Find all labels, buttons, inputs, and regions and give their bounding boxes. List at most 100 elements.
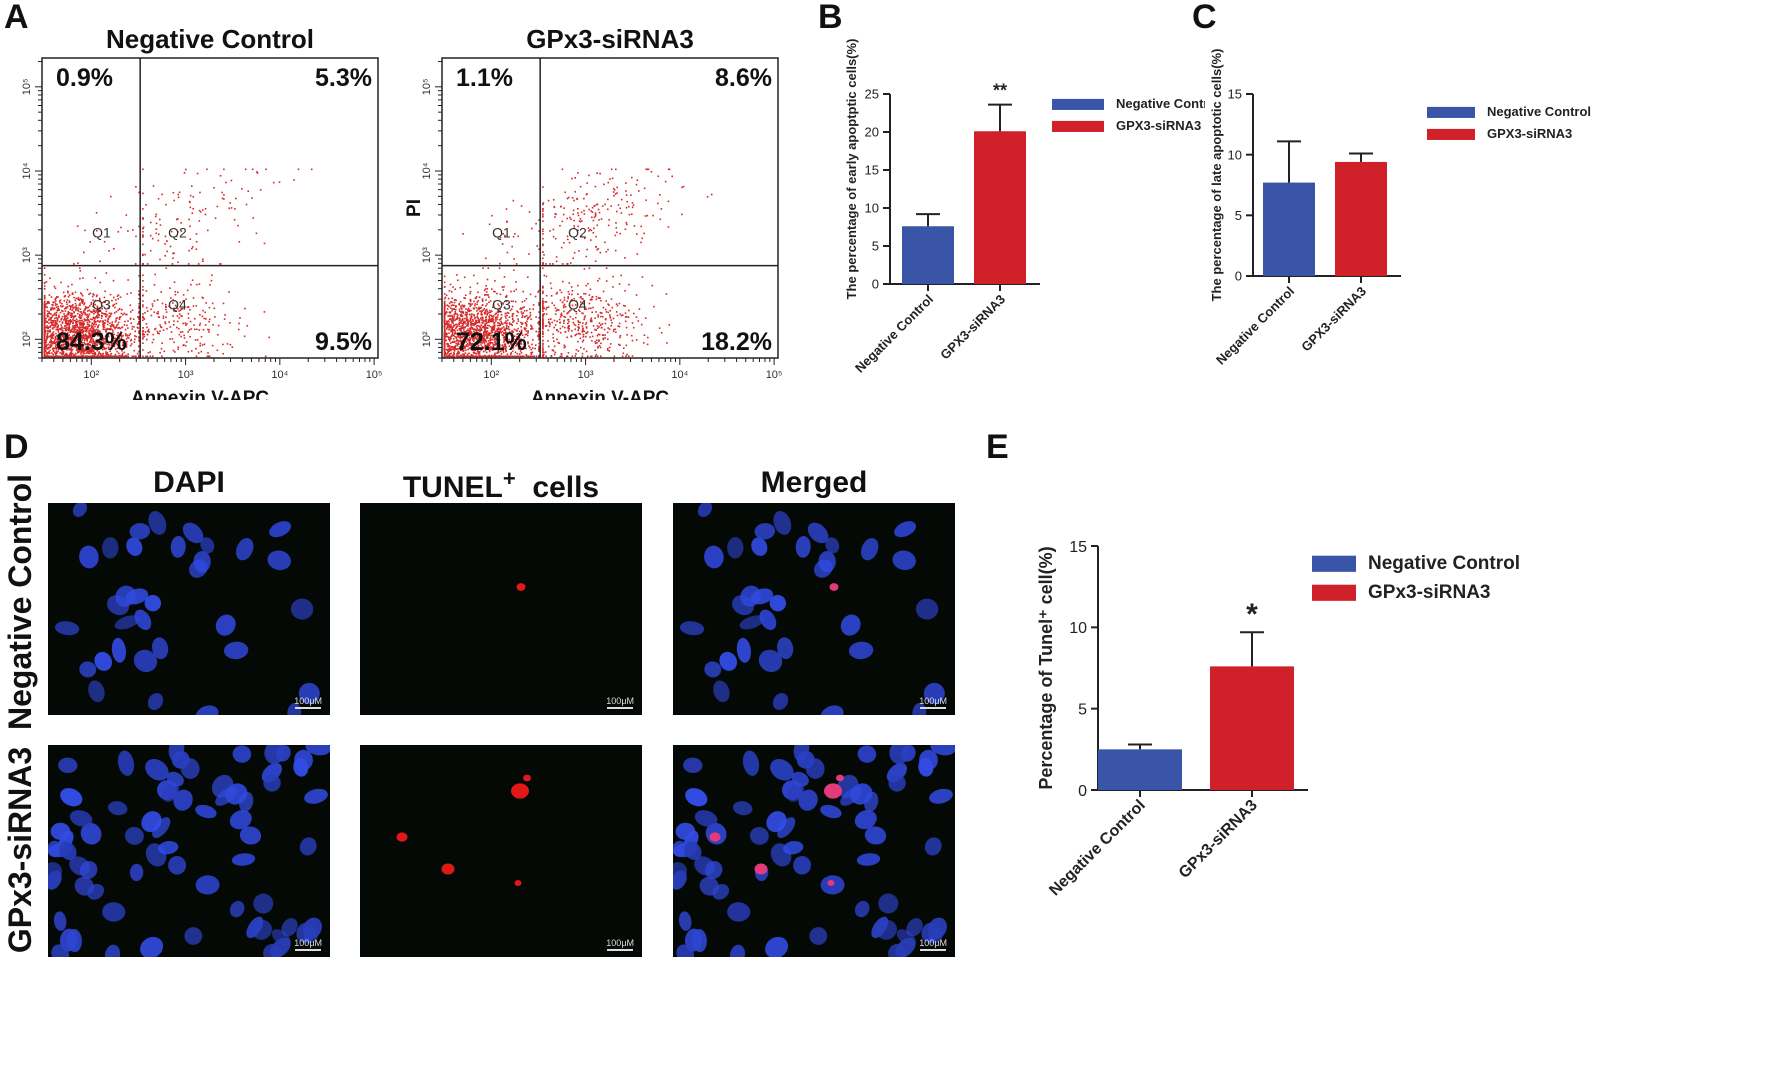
event-dot <box>111 321 114 323</box>
event-dot <box>93 345 96 347</box>
event-dot <box>516 352 519 355</box>
event-dot <box>525 315 528 317</box>
event-dot <box>61 309 63 312</box>
event-dot <box>550 287 553 290</box>
event-dot <box>83 308 86 310</box>
event-dot <box>556 308 559 311</box>
event-dot <box>618 302 621 305</box>
event-dot <box>54 325 57 328</box>
event-dot <box>56 318 59 320</box>
event-dot <box>468 343 471 345</box>
event-dot <box>208 329 210 331</box>
event-dot <box>64 355 67 358</box>
event-dot <box>449 311 452 313</box>
event-dot <box>468 352 470 355</box>
event-dot <box>122 343 125 345</box>
event-dot <box>462 335 465 338</box>
event-dot <box>48 319 50 321</box>
event-dot <box>190 328 193 330</box>
event-dot <box>447 326 449 329</box>
event-dot <box>538 301 540 304</box>
event-dot <box>70 350 73 352</box>
event-dot <box>460 327 462 330</box>
event-dot <box>462 323 465 326</box>
event-dot <box>57 326 59 328</box>
event-dot <box>505 355 507 358</box>
event-dot <box>501 322 503 325</box>
event-dot <box>487 320 490 322</box>
event-dot <box>454 333 456 335</box>
event-dot <box>596 334 599 337</box>
event-dot <box>468 302 470 305</box>
event-dot <box>450 307 452 309</box>
event-dot <box>502 351 505 354</box>
event-dot <box>585 321 588 324</box>
event-dot <box>489 332 491 335</box>
panel-label-b: B <box>818 0 843 36</box>
event-dot <box>65 336 68 339</box>
event-dot <box>57 329 59 332</box>
event-dot <box>460 311 462 313</box>
event-dot <box>68 320 70 323</box>
event-dot <box>75 297 77 300</box>
event-dot <box>173 307 175 310</box>
event-dot <box>71 292 74 294</box>
event-dot <box>577 323 580 326</box>
event-dot <box>457 355 460 358</box>
event-dot <box>50 319 52 322</box>
event-dot <box>123 351 126 354</box>
event-dot <box>125 342 127 345</box>
event-dot <box>71 337 74 339</box>
event-dot <box>189 238 192 240</box>
event-dot <box>459 318 461 320</box>
event-dot <box>465 315 468 317</box>
event-dot <box>85 334 87 337</box>
event-dot <box>495 317 497 319</box>
event-dot <box>492 315 495 317</box>
event-dot <box>477 342 480 345</box>
event-dot <box>474 349 476 351</box>
event-dot <box>237 224 239 227</box>
event-dot <box>470 304 472 306</box>
event-dot <box>117 323 119 326</box>
event-dot <box>81 315 83 317</box>
event-dot <box>89 349 91 351</box>
event-dot <box>70 340 73 342</box>
event-dot <box>554 324 557 326</box>
event-dot <box>564 331 567 333</box>
event-dot <box>110 328 113 331</box>
event-dot <box>47 300 50 303</box>
event-dot <box>85 343 88 346</box>
event-dot <box>82 277 84 279</box>
event-dot <box>476 334 479 336</box>
event-dot <box>69 348 72 351</box>
event-dot <box>514 300 517 303</box>
event-dot <box>51 308 53 311</box>
event-dot <box>73 310 75 313</box>
event-dot <box>457 350 460 353</box>
event-dot <box>591 311 593 314</box>
event-dot <box>486 278 489 281</box>
event-dot <box>143 333 145 336</box>
event-dot <box>445 332 447 334</box>
event-dot <box>132 229 134 231</box>
event-dot <box>80 312 83 315</box>
event-dot <box>102 346 104 348</box>
event-dot <box>223 194 225 196</box>
event-dot <box>196 328 198 331</box>
event-dot <box>479 317 482 319</box>
event-dot <box>96 344 98 346</box>
event-dot <box>55 311 58 314</box>
event-dot <box>482 340 485 343</box>
event-dot <box>473 355 476 358</box>
event-dot <box>643 334 646 336</box>
event-dot <box>119 327 121 330</box>
event-dot <box>46 335 48 338</box>
event-dot <box>461 355 463 358</box>
event-dot <box>450 355 453 358</box>
event-dot <box>458 336 460 339</box>
event-dot <box>99 355 101 358</box>
event-dot <box>62 351 65 354</box>
event-dot <box>513 335 516 337</box>
event-dot <box>478 352 481 354</box>
